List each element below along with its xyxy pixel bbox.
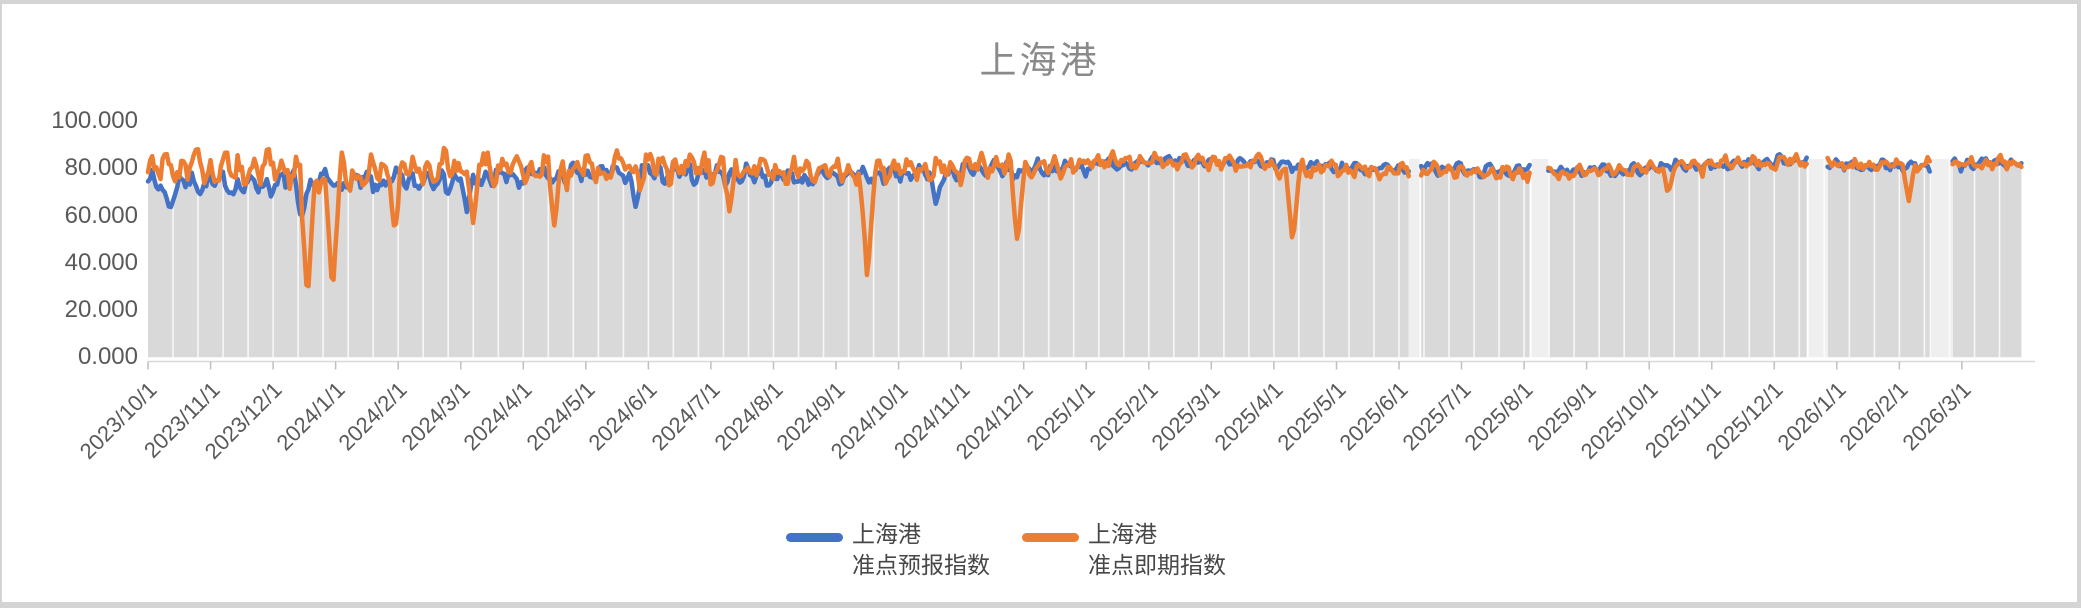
forecast-series-color-marker [786, 533, 843, 542]
spot-index-line [1950, 152, 2024, 172]
data-gap-band [1808, 158, 1827, 358]
data-gap-band [1409, 158, 1420, 358]
legend-label-line2: 准点预报指数 [852, 552, 990, 578]
area-fill [1421, 162, 1530, 358]
y-axis-tick-label: 0.000 [77, 343, 138, 371]
legend-label-line1: 上海港 [1088, 521, 1157, 547]
spot-index-line [1418, 159, 1532, 185]
legend-label-line2: 准点即期指数 [1088, 552, 1226, 578]
y-axis-tick-label: 40.000 [64, 248, 138, 276]
spot-index-line [1825, 154, 1932, 204]
area-fill [1952, 158, 2022, 358]
data-gap-band [1930, 158, 1952, 358]
legend-label-spot: 上海港 准点即期指数 [1088, 519, 1226, 581]
y-axis-tick-label: 80.000 [64, 154, 138, 182]
area-fill [148, 156, 1409, 358]
y-axis-tick-label: 20.000 [64, 296, 138, 323]
y-axis-tick-label: 100.000 [51, 107, 138, 135]
spot-index-line [145, 145, 1411, 289]
area-fill [1827, 159, 1930, 358]
legend-item-spot-index: 上海港 准点即期指数 [1022, 519, 1226, 581]
data-gap-band [1531, 158, 1548, 358]
spot-series-color-marker [1022, 533, 1079, 542]
legend-label-forecast: 上海港 准点预报指数 [852, 519, 990, 581]
area-fill [1548, 154, 1807, 358]
chart-title: 上海港 [979, 40, 1100, 81]
legend-item-forecast-index: 上海港 准点预报指数 [786, 519, 990, 581]
y-axis-tick-label: 60.000 [64, 201, 138, 229]
spot-index-line [1546, 152, 1809, 193]
legend-label-line1: 上海港 [852, 521, 921, 547]
